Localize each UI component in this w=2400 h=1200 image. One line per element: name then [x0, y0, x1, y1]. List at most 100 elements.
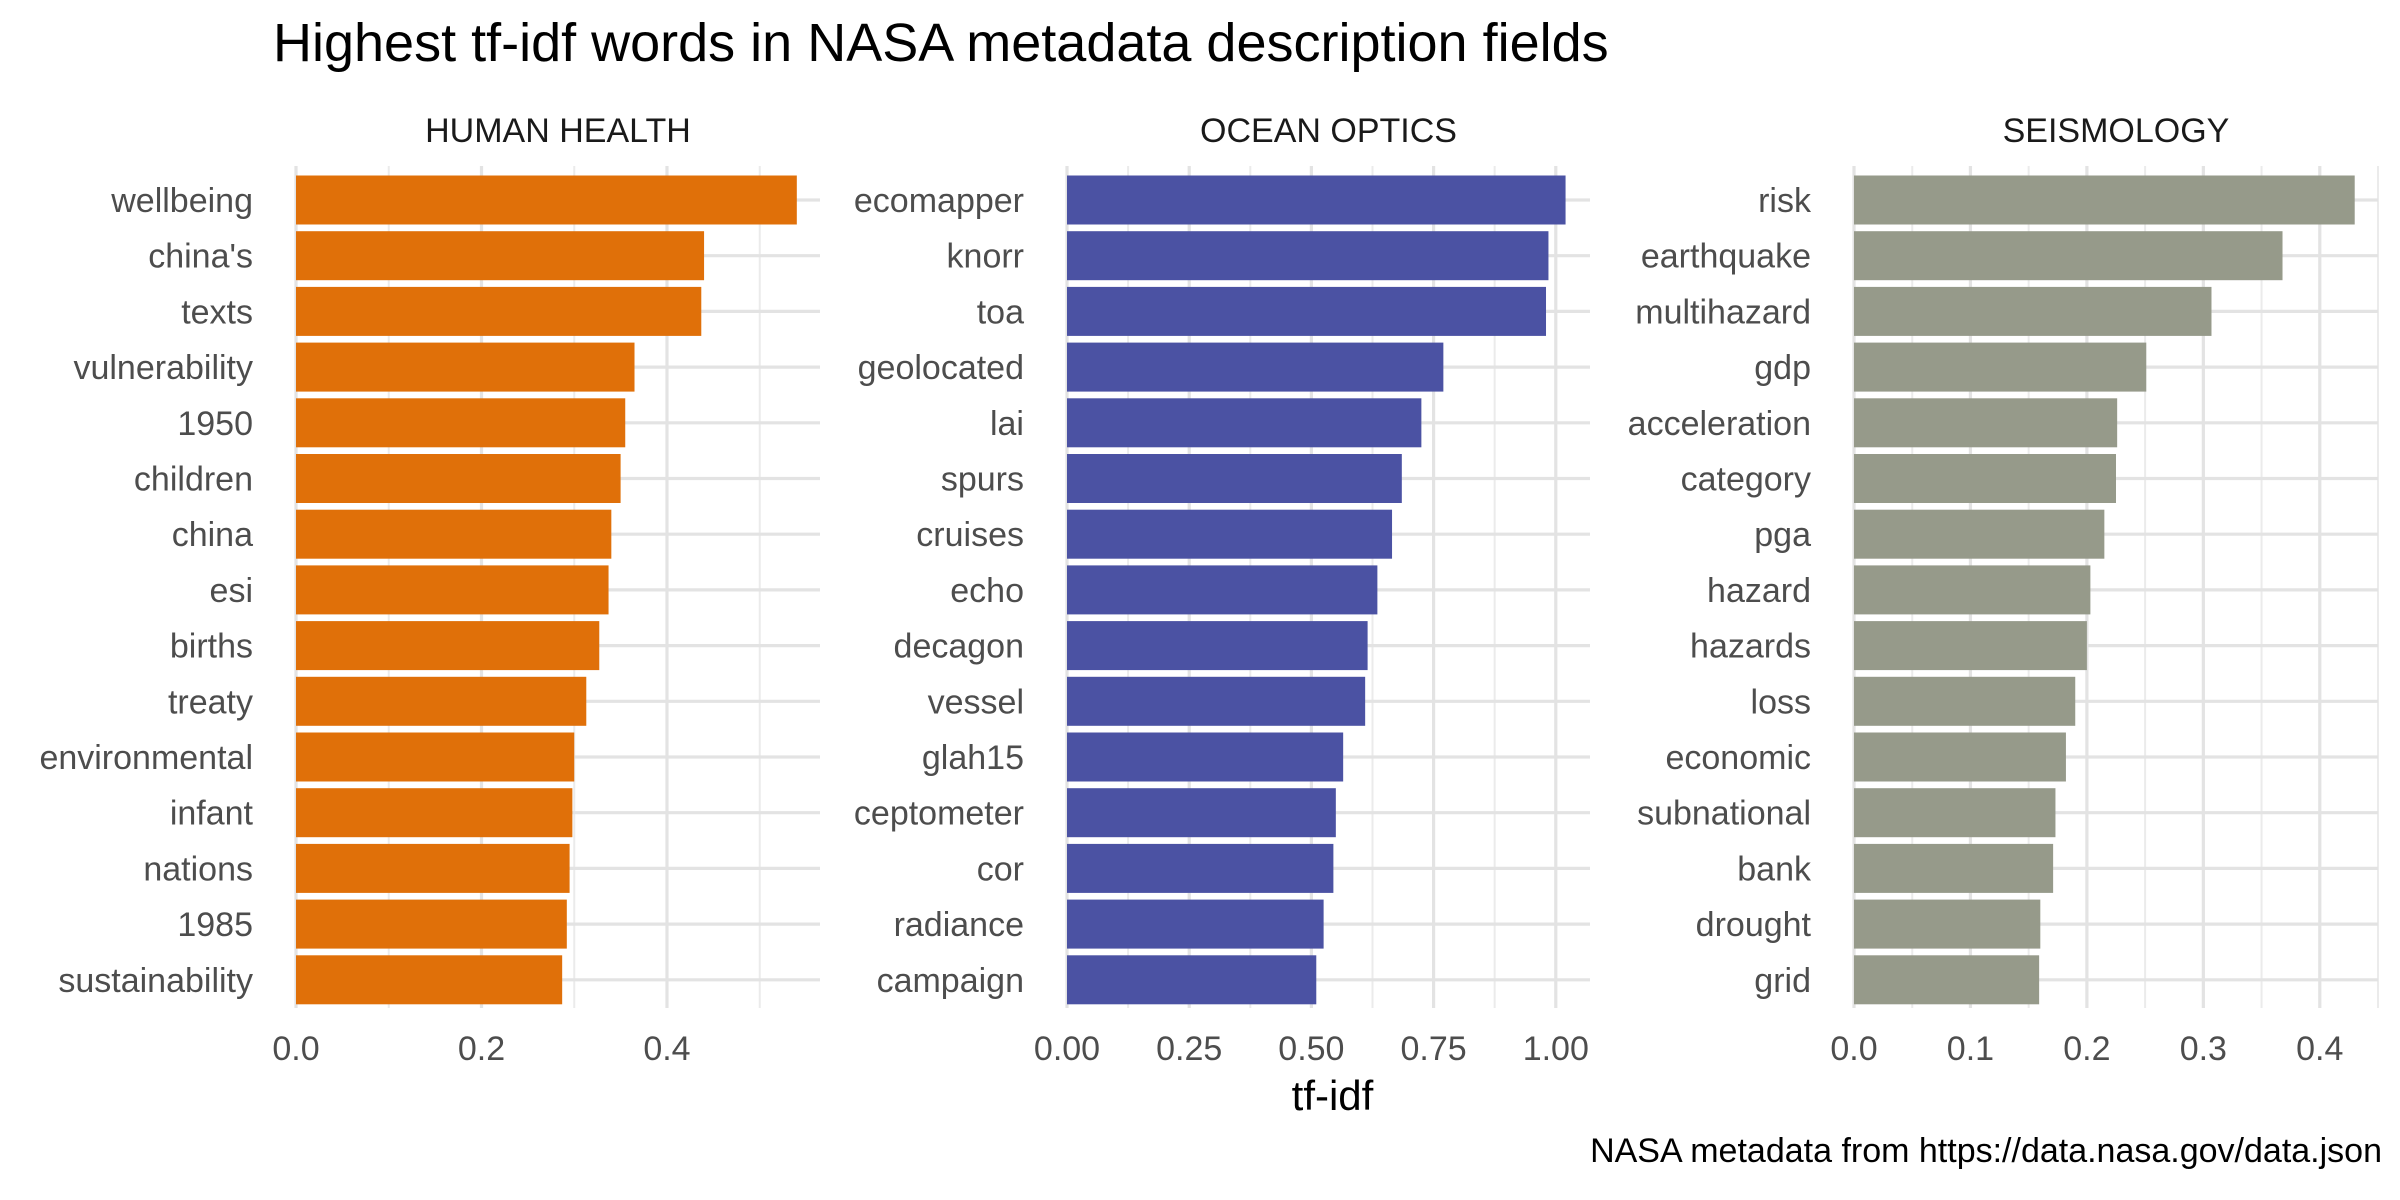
bar-human-health	[296, 843, 570, 893]
x-tick-label: 1.00	[1523, 1030, 1589, 1068]
category-label: wellbeing	[110, 182, 253, 220]
bar-ocean-optics	[1067, 231, 1549, 281]
bar-human-health	[296, 955, 563, 1005]
bar-seismology	[1854, 621, 2087, 671]
category-label: bank	[1737, 850, 1812, 888]
bar-ocean-optics	[1067, 342, 1444, 392]
category-label: vulnerability	[73, 349, 253, 387]
facet-label-seismology: SEISMOLOGY	[2003, 112, 2230, 150]
bar-seismology	[1854, 286, 2212, 336]
category-label: acceleration	[1628, 405, 1811, 443]
category-label: births	[170, 628, 253, 666]
category-label: lai	[990, 405, 1024, 443]
category-label: ecomapper	[854, 182, 1024, 220]
bar-human-health	[296, 286, 702, 336]
category-label: china	[172, 516, 253, 554]
bar-seismology	[1854, 565, 2091, 615]
category-label: economic	[1665, 739, 1811, 777]
x-tick-label: 0.0	[272, 1030, 319, 1068]
category-label: hazards	[1690, 628, 1811, 666]
bar-ocean-optics	[1067, 955, 1317, 1005]
category-label: china's	[148, 238, 253, 276]
chart-caption: NASA metadata from https://data.nasa.gov…	[1590, 1132, 2382, 1170]
chart-title: Highest tf-idf words in NASA metadata de…	[273, 13, 1609, 73]
category-label: multihazard	[1635, 293, 1811, 331]
x-tick-label: 0.2	[2063, 1030, 2110, 1068]
x-tick-label: 0.4	[643, 1030, 690, 1068]
category-label: geolocated	[858, 349, 1024, 387]
bar-ocean-optics	[1067, 899, 1324, 949]
category-label: sustainability	[58, 962, 253, 1000]
bar-seismology	[1854, 843, 2054, 893]
bar-seismology	[1854, 398, 2118, 448]
bar-ocean-optics	[1067, 565, 1378, 615]
bar-seismology	[1854, 342, 2147, 392]
category-label: gdp	[1754, 349, 1811, 387]
category-label: knorr	[947, 238, 1024, 276]
bar-seismology	[1854, 732, 2066, 782]
facet-label-ocean-optics: OCEAN OPTICS	[1200, 112, 1457, 150]
bar-seismology	[1854, 175, 2355, 225]
bar-human-health	[296, 175, 797, 225]
category-label: earthquake	[1641, 238, 1811, 276]
bar-human-health	[296, 398, 626, 448]
x-tick-label: 0.50	[1278, 1030, 1344, 1068]
category-label: vessel	[928, 683, 1024, 721]
category-label: decagon	[894, 628, 1024, 666]
category-label: glah15	[922, 739, 1024, 777]
x-tick-label: 0.4	[2296, 1030, 2343, 1068]
category-label: toa	[977, 293, 1024, 331]
x-tick-label: 0.3	[2180, 1030, 2227, 1068]
category-label: nations	[143, 850, 253, 888]
category-label: cor	[977, 850, 1024, 888]
bar-human-health	[296, 788, 573, 838]
category-label: environmental	[39, 739, 253, 777]
bar-human-health	[296, 454, 621, 503]
category-label: subnational	[1637, 795, 1811, 833]
x-tick-label: 0.00	[1034, 1030, 1100, 1068]
category-label: pga	[1754, 516, 1811, 554]
x-axis-title: tf-idf	[1292, 1072, 1374, 1119]
bar-ocean-optics	[1067, 843, 1334, 893]
category-label: drought	[1696, 906, 1812, 944]
bar-ocean-optics	[1067, 175, 1566, 225]
bar-seismology	[1854, 955, 2040, 1005]
category-label: grid	[1754, 962, 1811, 1000]
category-label: category	[1681, 461, 1811, 499]
bar-ocean-optics	[1067, 398, 1422, 448]
category-label: loss	[1751, 683, 1811, 721]
category-label: treaty	[168, 683, 253, 721]
bar-human-health	[296, 899, 567, 949]
x-tick-label: 0.2	[458, 1030, 505, 1068]
category-label: infant	[170, 795, 254, 833]
bar-seismology	[1854, 788, 2056, 838]
bar-seismology	[1854, 899, 2041, 949]
bar-ocean-optics	[1067, 621, 1368, 671]
category-label: spurs	[941, 461, 1024, 499]
category-label: hazard	[1707, 572, 1811, 610]
x-tick-label: 0.1	[1947, 1030, 1994, 1068]
category-label: campaign	[877, 962, 1024, 1000]
bar-human-health	[296, 342, 635, 392]
bar-human-health	[296, 621, 600, 671]
bar-seismology	[1854, 231, 2283, 281]
category-label: echo	[950, 572, 1024, 610]
category-label: esi	[210, 572, 253, 610]
bar-human-health	[296, 509, 612, 559]
bar-ocean-optics	[1067, 286, 1547, 336]
bar-seismology	[1854, 676, 2076, 726]
category-label: children	[134, 461, 253, 499]
bar-human-health	[296, 676, 587, 726]
bar-human-health	[296, 732, 575, 782]
bar-seismology	[1854, 454, 2116, 503]
category-label: texts	[181, 293, 253, 331]
bar-ocean-optics	[1067, 788, 1336, 838]
bar-ocean-optics	[1067, 676, 1366, 726]
bar-ocean-optics	[1067, 509, 1393, 559]
bar-ocean-optics	[1067, 454, 1402, 503]
bar-human-health	[296, 565, 609, 615]
bar-ocean-optics	[1067, 732, 1344, 782]
x-tick-label: 0.25	[1156, 1030, 1222, 1068]
category-label: 1985	[177, 906, 253, 944]
